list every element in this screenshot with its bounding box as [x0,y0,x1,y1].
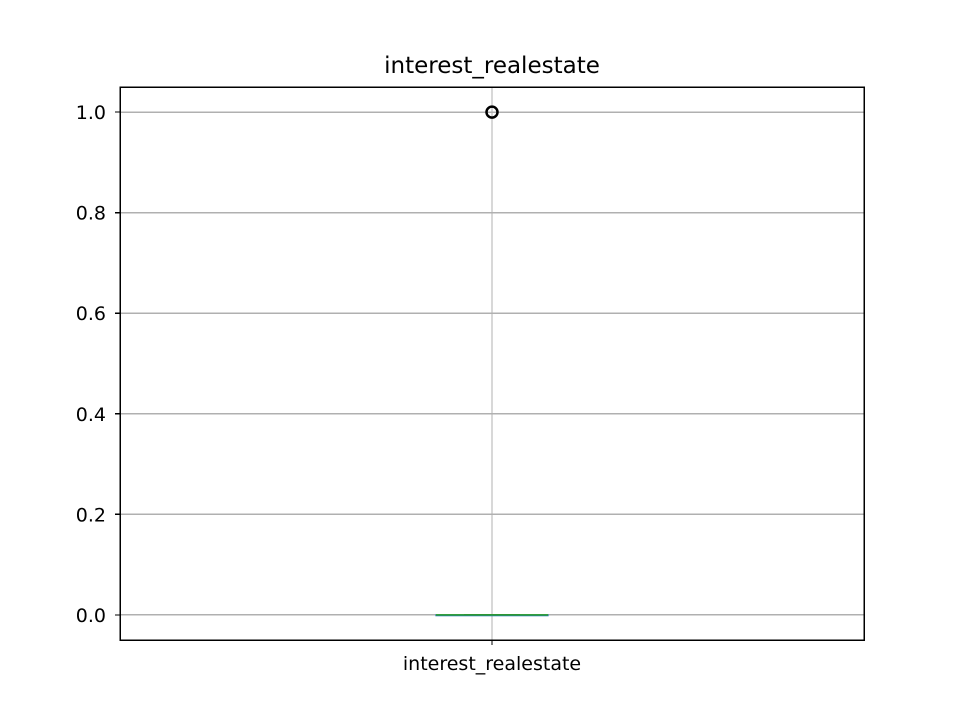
y-tick-label: 0.8 [76,203,106,225]
plot-layer [435,105,549,617]
x-tick-label: interest_realestate [403,653,581,675]
chart-title: interest_realestate [384,53,600,79]
y-tick-label: 1.0 [76,102,106,124]
y-tick-label: 0.4 [76,404,106,426]
y-tick-label: 0.6 [76,303,106,325]
outlier-point [485,105,499,119]
grid-layer [120,87,864,640]
tick-layer: 0.0 0.2 0.4 0.6 0.8 1.0 interest_realestate [76,102,581,675]
y-tick-label: 0.0 [76,605,106,627]
y-tick-label: 0.2 [76,504,106,526]
